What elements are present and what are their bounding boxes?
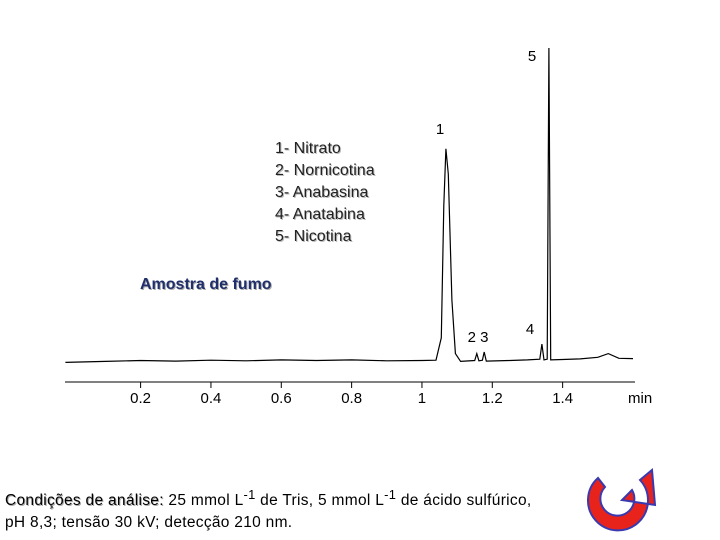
peak-label: 4 (526, 321, 534, 338)
caption-text: de ácido sulfúrico, pH 8,3; tensão 30 kV… (5, 492, 532, 532)
peak-key-item: 2- Nornicotina (275, 162, 375, 179)
x-tick-label: 1.4 (552, 390, 573, 407)
x-axis-label: min (628, 390, 652, 407)
peak-key-item: 5- Nicotina (275, 228, 352, 245)
x-tick-label: 0.8 (341, 390, 362, 407)
peak-label: 2 3 (468, 329, 489, 346)
x-tick-label: 1 (418, 390, 426, 407)
caption: Condições de análise: 25 mmol L-1 de Tri… (5, 484, 545, 534)
caption-superscript: -1 (243, 487, 256, 502)
x-tick-label: 0.2 (130, 390, 151, 407)
peak-key-item: 1- Nitrato (275, 140, 341, 157)
x-tick-label: 0.6 (271, 390, 292, 407)
peak-label: 1 (436, 121, 444, 138)
caption-superscript: -1 (384, 487, 397, 502)
caption-text: 25 mmol L (163, 492, 244, 510)
caption-lead: Condições de análise: (5, 492, 164, 510)
peak-key-item: 3- Anabasina (275, 184, 369, 201)
x-tick-label: 0.4 (201, 390, 222, 407)
peak-key-item: 4- Anatabina (275, 206, 365, 223)
return-arrow[interactable] (587, 468, 657, 532)
trace (65, 47, 634, 363)
return-button[interactable] (587, 468, 657, 532)
x-tick-label: 1.2 (482, 390, 503, 407)
caption-text: de Tris, 5 mmol L (255, 492, 385, 510)
sample-label: Amostra de fumo (140, 276, 272, 293)
peak-label: 5 (528, 48, 536, 65)
